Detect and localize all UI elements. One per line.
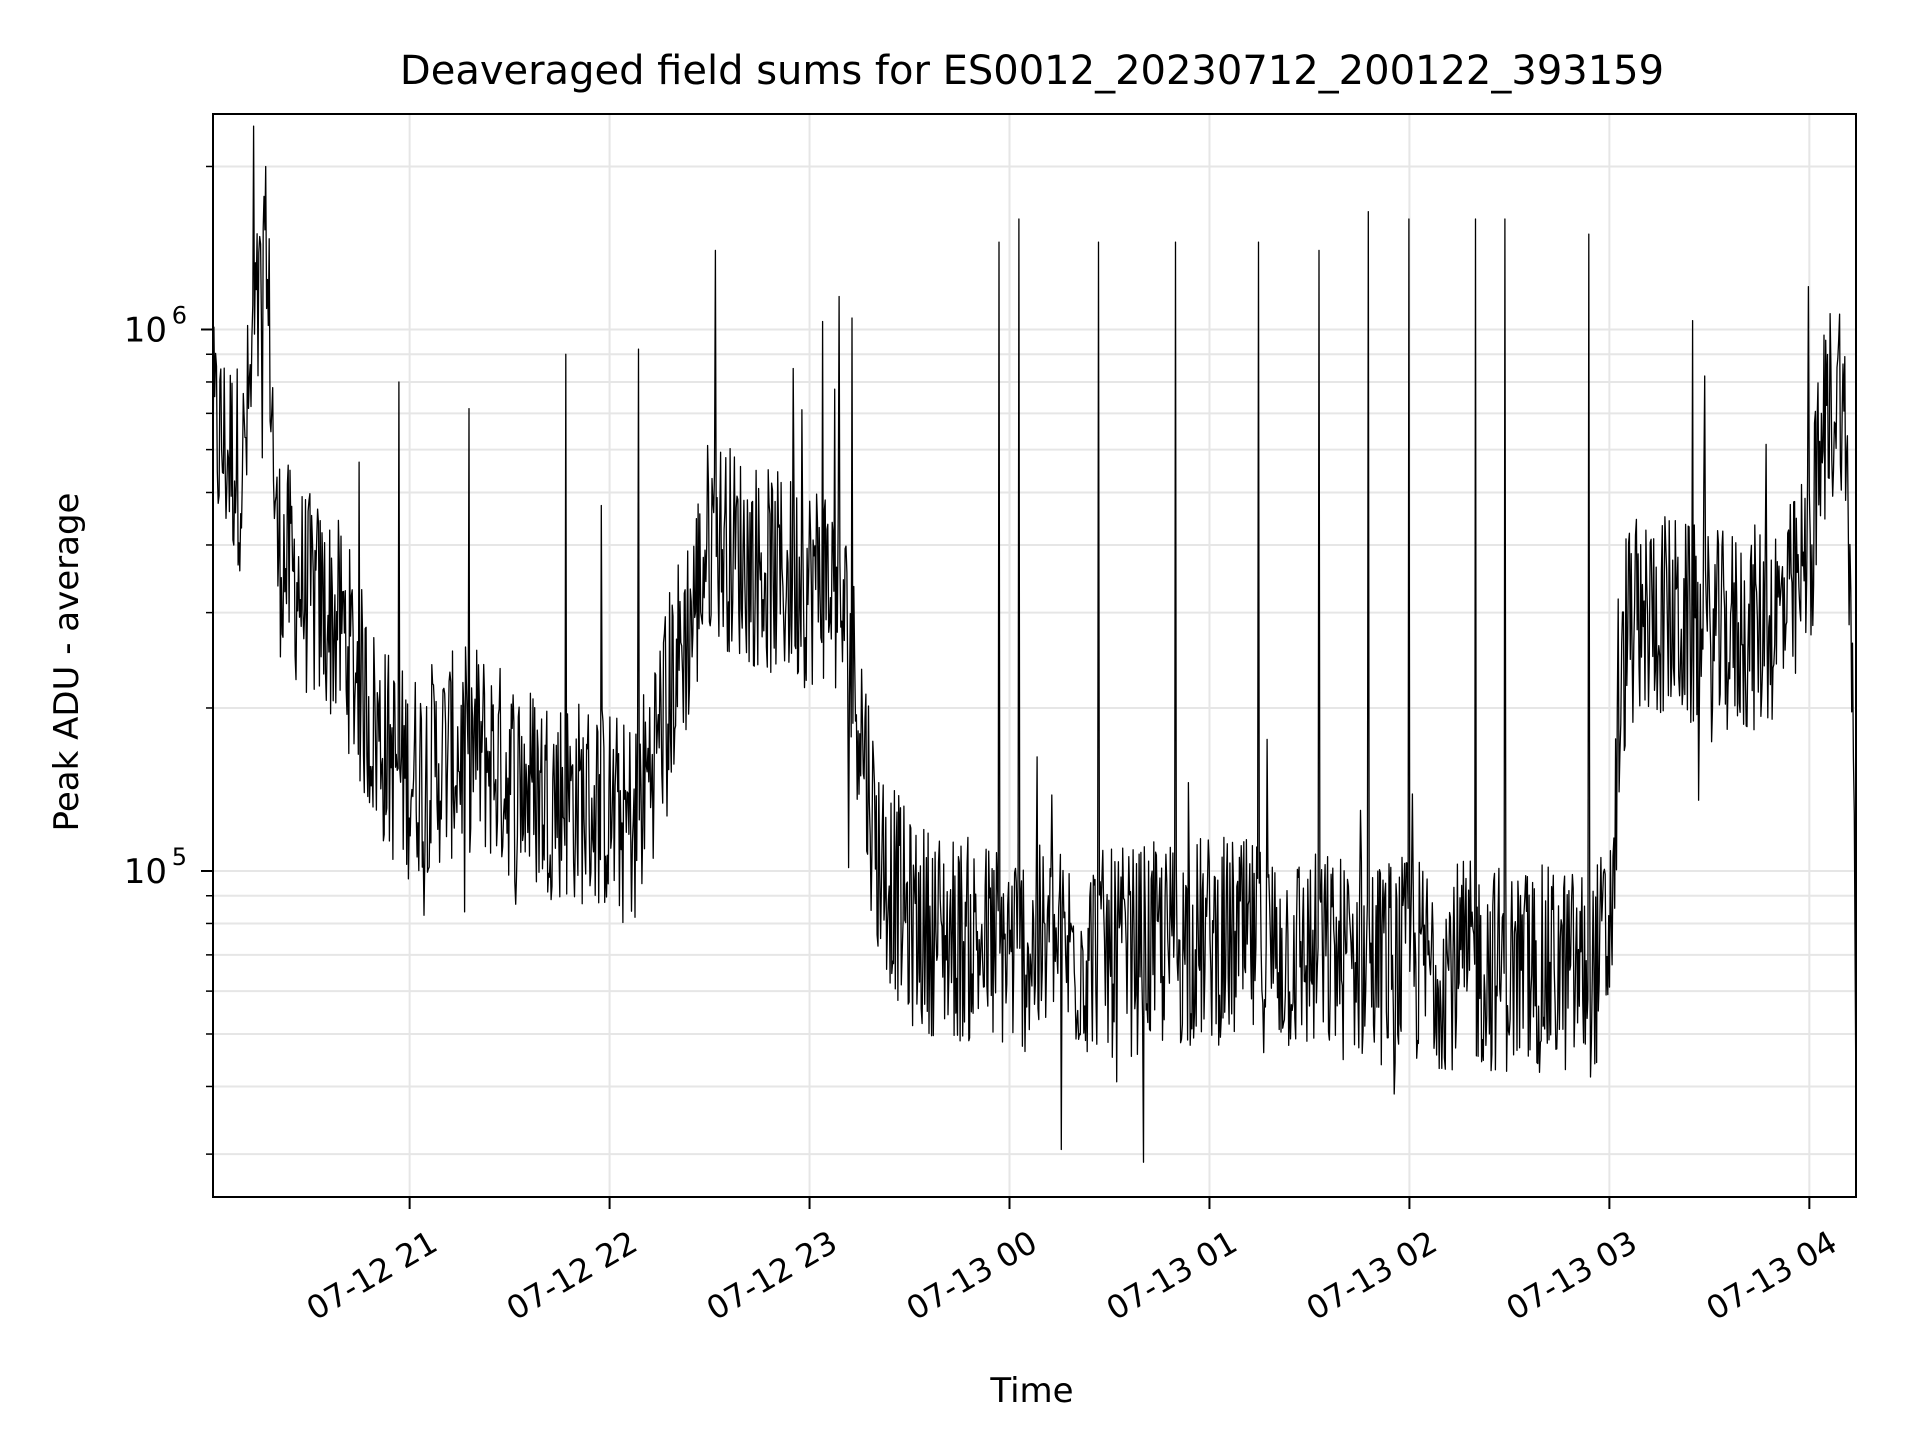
chart-title: Deaveraged field sums for ES0012_2023071… [400, 48, 1664, 94]
y-tick-label: 10 [124, 310, 167, 350]
y-tick-label: 10 [124, 852, 167, 892]
series-line [212, 125, 1857, 1163]
axes-frame [212, 113, 1857, 1198]
x-axis-label: Time [989, 1371, 1073, 1411]
y-tick-label-exponent: 5 [172, 843, 187, 871]
y-tick-label-exponent: 6 [172, 301, 187, 329]
data-series [212, 125, 1857, 1163]
y-axis-label: Peak ADU - average [47, 493, 87, 832]
